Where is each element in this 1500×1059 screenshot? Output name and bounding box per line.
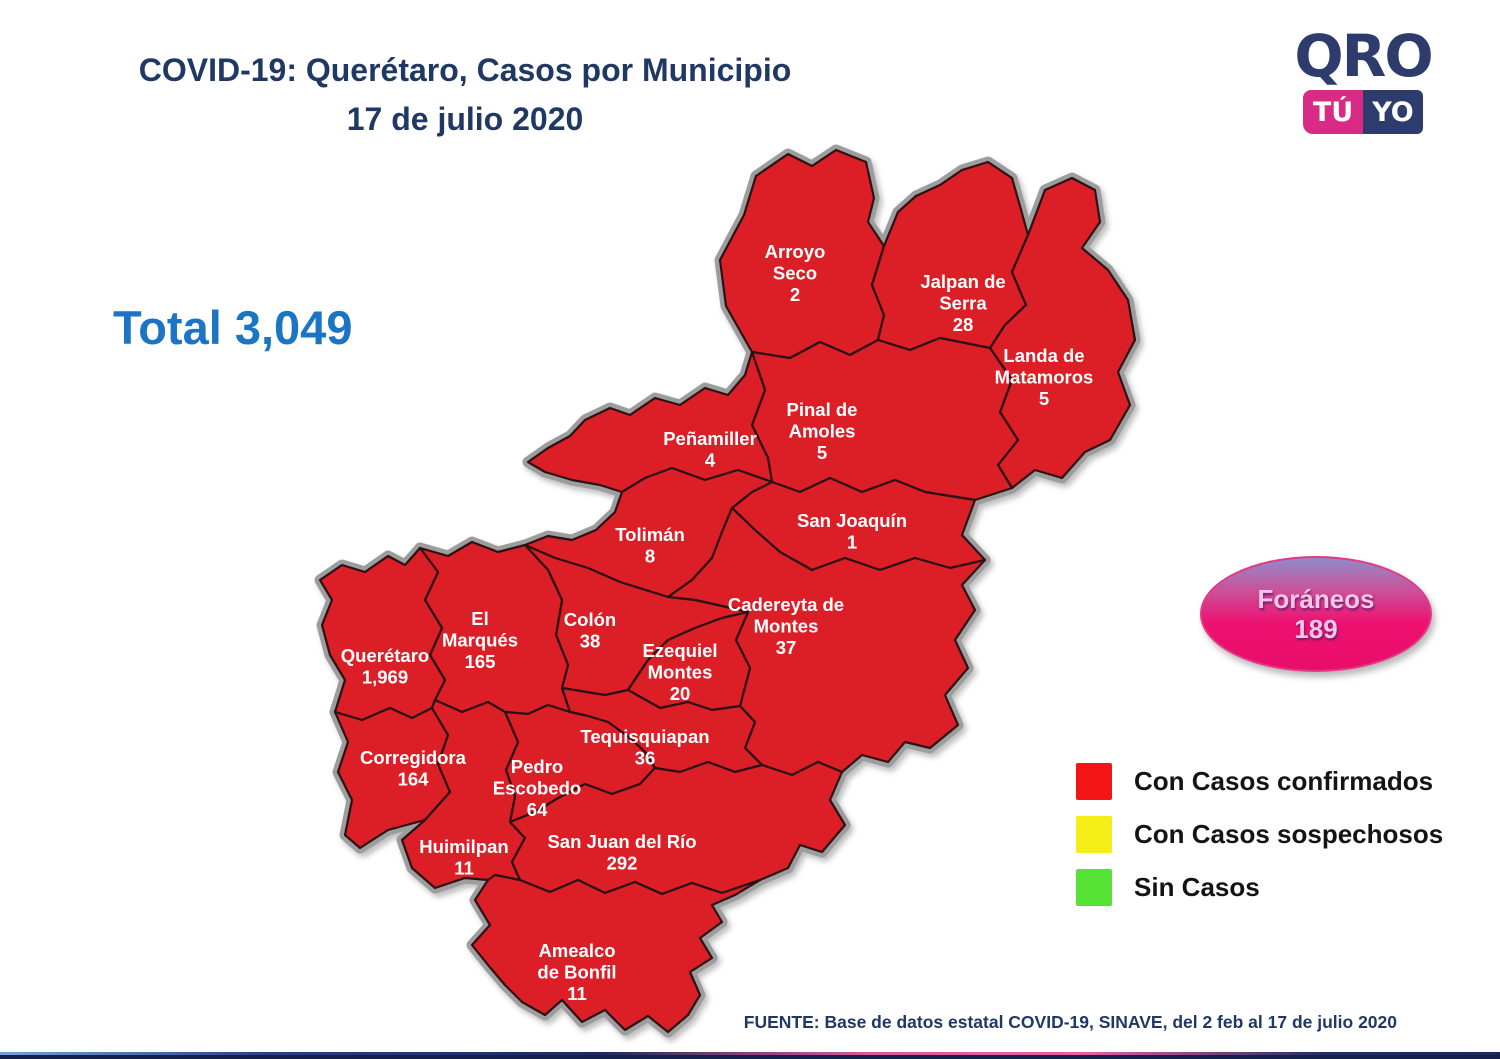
- municipality-label-san-juan: San Juan del Río 292: [547, 831, 696, 874]
- page-title-line2: 17 de julio 2020: [346, 101, 584, 137]
- municipality-label-tequisquiapan: Tequisquiapan 36: [580, 726, 709, 769]
- bottom-decoration-bar: [0, 1052, 1500, 1059]
- foraneos-oval: Foráneos 189: [1200, 556, 1432, 672]
- municipality-label-queretaro: Querétaro 1,969: [341, 645, 429, 688]
- municipality-label-corregidora: Corregidora 164: [360, 747, 467, 790]
- page-title: COVID-19: Querétaro, Casos por Municipio…: [85, 46, 845, 144]
- legend-label-confirmed: Con Casos confirmados: [1134, 765, 1434, 796]
- state-map-label-layer: Arroyo Seco 2 Jalpan de Serra 28 Landa de Matam…: [341, 241, 1094, 1004]
- legend-swatch-green: [1076, 868, 1112, 906]
- qro-logo-badge-tu: TÚ: [1303, 90, 1363, 134]
- municipality-label-san-joaquin: San Joaquín 1: [797, 510, 907, 553]
- legend-row-nocases: Sin Casos: [1076, 868, 1443, 906]
- municipality-label-amealco: Amealco de Bonfil 11: [537, 940, 616, 1004]
- legend-label-suspected: Con Casos sospechosos: [1134, 818, 1444, 849]
- municipality-label-toliman: Tolimán 8: [615, 524, 685, 567]
- municipality-label-colon: Colón 38: [564, 609, 616, 652]
- bottom-bar-navy-line: [0, 1055, 1500, 1059]
- total-cases: Total 3,049: [113, 301, 353, 354]
- qro-logo: QRO TÚ YO: [1278, 26, 1448, 134]
- state-map-shape-layer: [318, 148, 1137, 1034]
- municipality-label-cadereyta: Cadereyta de Montes 37: [728, 594, 844, 658]
- municipality-label-pedro-escobedo: Pedro Escobedo 64: [493, 756, 581, 820]
- page-title-line1: COVID-19: Querétaro, Casos por Municipio: [138, 52, 792, 88]
- foraneos-value: 189: [1294, 614, 1338, 644]
- municipality-shape-jalpan: [870, 160, 1030, 352]
- qro-logo-badge-yo: YO: [1363, 90, 1423, 134]
- municipality-shape-amealco: [470, 873, 762, 1034]
- municipality-label-huimilpan: Huimilpan 11: [419, 836, 508, 879]
- qro-logo-word: QRO: [1294, 22, 1433, 90]
- bottom-bar-accent-line: [0, 1052, 1500, 1055]
- qro-logo-badges: TÚ YO: [1278, 90, 1448, 134]
- municipality-label-arroyo-seco: Arroyo Seco 2: [765, 241, 826, 305]
- municipality-label-penamiller: Peñamiller 4: [663, 428, 757, 471]
- legend-row-suspected: Con Casos sospechosos: [1076, 815, 1443, 853]
- municipality-label-pinal: Pinal de Amoles 5: [787, 399, 858, 463]
- legend-swatch-yellow: [1076, 815, 1112, 853]
- municipality-label-jalpan: Jalpan de Serra 28: [920, 271, 1005, 335]
- foraneos-label: Foráneos: [1257, 584, 1375, 614]
- legend-swatch-red: [1076, 762, 1112, 800]
- legend-label-nocases: Sin Casos: [1134, 871, 1260, 902]
- legend: Con Casos confirmados Con Casos sospecho…: [1076, 762, 1443, 921]
- legend-row-confirmed: Con Casos confirmados: [1076, 762, 1443, 800]
- source-note: FUENTE: Base de datos estatal COVID-19, …: [743, 1012, 1397, 1032]
- municipality-label-landa: Landa de Matamoros 5: [995, 345, 1094, 409]
- municipality-label-el-marques: El Marqués 165: [442, 608, 518, 672]
- municipality-label-ezequiel: Ezequiel Montes 20: [642, 640, 717, 704]
